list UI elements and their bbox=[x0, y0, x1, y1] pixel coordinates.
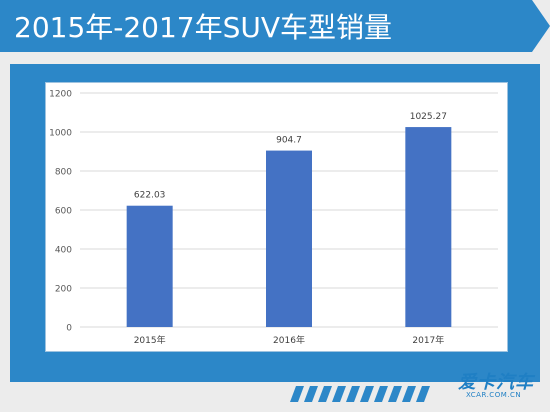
bar bbox=[405, 127, 452, 327]
bar bbox=[266, 150, 312, 327]
y-tick-label: 800 bbox=[55, 168, 72, 178]
stripe bbox=[332, 386, 346, 402]
title-band-shape bbox=[0, 0, 550, 52]
x-tick-label: 2016年 bbox=[273, 334, 305, 346]
stripe bbox=[360, 386, 374, 402]
y-tick-label: 600 bbox=[55, 207, 72, 217]
stripe bbox=[304, 386, 318, 402]
xcar-logo: 爱卡汽车 XCAR.COM.CN bbox=[458, 368, 540, 404]
chart-card: 0 200 400 600 800 1000 1200 622.03 2015年 904.7 201… bbox=[45, 82, 508, 352]
x-tick-label: 2017年 bbox=[412, 334, 444, 346]
data-label: 622.03 bbox=[134, 191, 166, 201]
stripe bbox=[290, 386, 304, 402]
page-title: 2015年-2017年SUV车型销量 bbox=[14, 11, 393, 44]
y-tick-label: 400 bbox=[55, 246, 72, 256]
bar-chart: 0 200 400 600 800 1000 1200 622.03 2015年 904.7 201… bbox=[49, 90, 498, 346]
stripe bbox=[388, 386, 402, 402]
logo-text: 爱卡汽车 bbox=[458, 372, 534, 393]
x-tick-label: 2015年 bbox=[134, 334, 166, 346]
y-tick-label: 0 bbox=[66, 324, 72, 334]
logo-url: XCAR.COM.CN bbox=[466, 391, 522, 399]
decorative-stripes bbox=[290, 386, 430, 402]
stripe bbox=[346, 386, 360, 402]
stripe bbox=[402, 386, 416, 402]
bar bbox=[126, 205, 173, 327]
stripe bbox=[318, 386, 332, 402]
y-tick-label: 1000 bbox=[49, 129, 72, 139]
stripe bbox=[416, 386, 430, 402]
y-tick-label: 200 bbox=[55, 285, 72, 295]
title-band bbox=[0, 0, 550, 52]
data-label: 904.7 bbox=[276, 136, 302, 146]
y-tick-label: 1200 bbox=[49, 90, 72, 100]
stripe bbox=[374, 386, 388, 402]
data-label: 1025.27 bbox=[410, 112, 447, 122]
